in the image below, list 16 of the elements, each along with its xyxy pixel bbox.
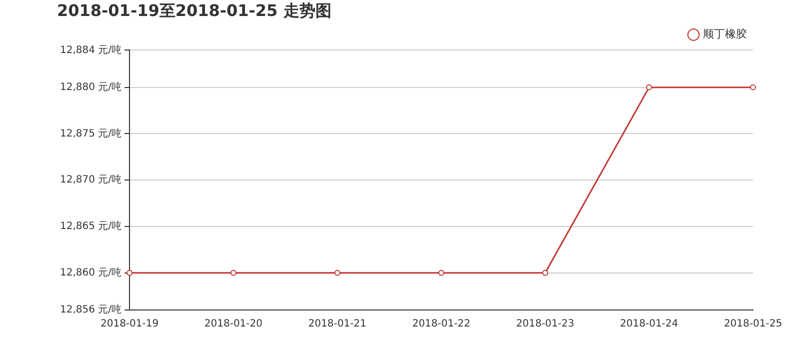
y-tick-label: 12,870 元/吨	[60, 174, 122, 186]
x-tick-label: 2018-01-24	[620, 318, 678, 330]
x-tick-label: 2018-01-23	[516, 318, 574, 330]
x-tick-label: 2018-01-20	[204, 318, 263, 330]
y-tick-label: 12,875 元/吨	[60, 127, 122, 140]
x-tick-label: 2018-01-21	[308, 318, 366, 330]
y-tick-label: 12,884 元/吨	[60, 44, 122, 56]
y-tick-label: 12,860 元/吨	[60, 266, 122, 278]
legend-label: 顺丁橡胶	[703, 28, 747, 41]
x-tick-label: 2018-01-19	[100, 318, 159, 330]
y-tick-label: 12,880 元/吨	[60, 80, 122, 93]
y-tick-label: 12,856 元/吨	[60, 304, 122, 316]
x-tick-label: 2018-01-25	[724, 318, 782, 330]
x-tick-label: 2018-01-22	[412, 318, 470, 330]
y-tick-label: 12,865 元/吨	[60, 220, 122, 232]
chart-title: 2018-01-19至2018-01-25 走势图	[57, 0, 332, 20]
